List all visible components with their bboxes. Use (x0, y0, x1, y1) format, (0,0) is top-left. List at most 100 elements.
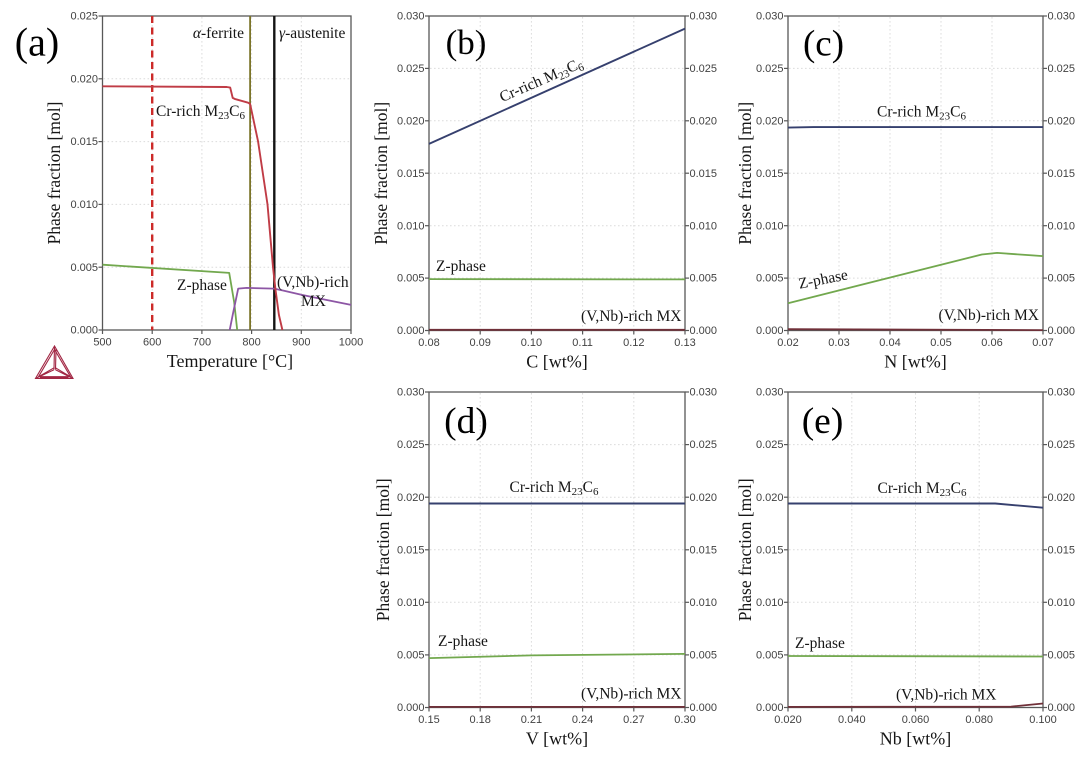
svg-text:0.13: 0.13 (674, 337, 695, 349)
svg-text:Z-phase: Z-phase (436, 258, 486, 275)
svg-text:0.030: 0.030 (1048, 387, 1076, 399)
svg-text:Cr-rich M23C6: Cr-rich M23C6 (156, 103, 245, 122)
svg-text:0.015: 0.015 (397, 168, 425, 180)
svg-text:0.015: 0.015 (690, 168, 718, 180)
svg-text:0.000: 0.000 (756, 325, 784, 337)
svg-text:0.010: 0.010 (756, 220, 784, 232)
svg-text:1000: 1000 (339, 337, 363, 349)
svg-text:0.025: 0.025 (690, 63, 718, 75)
svg-text:(V,Nb)-rich: (V,Nb)-rich (277, 274, 349, 291)
svg-text:500: 500 (93, 337, 111, 349)
svg-text:(V,Nb)-rich MX: (V,Nb)-rich MX (581, 686, 681, 703)
svg-text:(a): (a) (15, 20, 59, 65)
svg-text:Cr-rich M23C6: Cr-rich M23C6 (510, 479, 599, 498)
svg-text:0.000: 0.000 (690, 325, 718, 337)
svg-text:0.080: 0.080 (965, 714, 993, 726)
svg-text:0.030: 0.030 (1048, 11, 1076, 23)
svg-text:0.005: 0.005 (756, 273, 784, 285)
svg-text:0.020: 0.020 (397, 492, 425, 504)
svg-text:0.000: 0.000 (756, 702, 784, 714)
svg-text:0.025: 0.025 (756, 63, 784, 75)
svg-text:900: 900 (292, 337, 310, 349)
svg-text:0.030: 0.030 (397, 11, 425, 23)
svg-text:0.020: 0.020 (1048, 492, 1076, 504)
svg-text:0.010: 0.010 (1048, 597, 1076, 609)
svg-text:0.005: 0.005 (397, 650, 425, 662)
svg-text:Cr-rich M23C6: Cr-rich M23C6 (877, 104, 966, 123)
svg-text:0.015: 0.015 (756, 544, 784, 556)
svg-text:(V,Nb)-rich MX: (V,Nb)-rich MX (896, 687, 996, 704)
svg-text:γ-austenite: γ-austenite (279, 25, 345, 42)
svg-text:0.000: 0.000 (1048, 325, 1076, 337)
svg-text:V [wt%]: V [wt%] (526, 729, 588, 749)
svg-text:Phase fraction [mol]: Phase fraction [mol] (373, 478, 393, 621)
svg-text:0.025: 0.025 (70, 11, 98, 23)
svg-text:0.025: 0.025 (690, 439, 718, 451)
svg-text:0.010: 0.010 (756, 597, 784, 609)
svg-text:Z-phase: Z-phase (438, 633, 488, 650)
svg-text:0.05: 0.05 (930, 337, 951, 349)
svg-text:0.015: 0.015 (1048, 544, 1076, 556)
svg-text:0.07: 0.07 (1032, 337, 1053, 349)
svg-text:0.005: 0.005 (397, 273, 425, 285)
svg-text:0.24: 0.24 (572, 714, 593, 726)
svg-text:0.010: 0.010 (397, 220, 425, 232)
svg-text:0.27: 0.27 (623, 714, 644, 726)
svg-text:0.10: 0.10 (521, 337, 542, 349)
svg-text:0.12: 0.12 (623, 337, 644, 349)
svg-text:0.030: 0.030 (397, 387, 425, 399)
svg-text:0.005: 0.005 (1048, 273, 1076, 285)
svg-text:Z-phase: Z-phase (795, 635, 845, 652)
svg-text:0.08: 0.08 (418, 337, 439, 349)
svg-text:0.005: 0.005 (690, 650, 718, 662)
svg-text:0.015: 0.015 (690, 544, 718, 556)
svg-text:Nb [wt%]: Nb [wt%] (880, 729, 951, 749)
svg-text:(V,Nb)-rich MX: (V,Nb)-rich MX (939, 307, 1039, 324)
svg-text:(e): (e) (802, 401, 844, 442)
svg-text:(V,Nb)-rich MX: (V,Nb)-rich MX (581, 308, 681, 325)
svg-text:0.03: 0.03 (828, 337, 849, 349)
svg-text:0.025: 0.025 (397, 63, 425, 75)
svg-text:Cr-rich M23C6: Cr-rich M23C6 (878, 480, 967, 499)
svg-text:0.030: 0.030 (690, 11, 718, 23)
svg-text:0.030: 0.030 (756, 387, 784, 399)
svg-text:0.005: 0.005 (756, 650, 784, 662)
svg-text:MX: MX (301, 293, 326, 310)
svg-text:0.020: 0.020 (756, 115, 784, 127)
svg-text:0.015: 0.015 (1048, 168, 1076, 180)
svg-text:Temperature [°C]: Temperature [°C] (167, 351, 293, 371)
svg-text:0.020: 0.020 (1048, 115, 1076, 127)
svg-text:Phase fraction [mol]: Phase fraction [mol] (371, 102, 391, 245)
svg-text:0.15: 0.15 (418, 714, 439, 726)
svg-text:0.04: 0.04 (879, 337, 900, 349)
svg-text:0.025: 0.025 (397, 439, 425, 451)
svg-text:0.02: 0.02 (777, 337, 798, 349)
svg-text:0.010: 0.010 (70, 199, 98, 211)
svg-text:0.030: 0.030 (690, 387, 718, 399)
svg-text:0.020: 0.020 (70, 73, 98, 85)
svg-text:0.010: 0.010 (690, 220, 718, 232)
svg-text:0.030: 0.030 (756, 11, 784, 23)
svg-text:Phase fraction [mol]: Phase fraction [mol] (735, 102, 755, 245)
svg-text:0.09: 0.09 (469, 337, 490, 349)
svg-text:0.100: 0.100 (1029, 714, 1057, 726)
svg-text:0.020: 0.020 (690, 492, 718, 504)
svg-text:C [wt%]: C [wt%] (526, 352, 588, 372)
svg-text:Z-phase: Z-phase (177, 277, 227, 294)
svg-text:0.015: 0.015 (397, 544, 425, 556)
svg-text:N [wt%]: N [wt%] (884, 352, 946, 372)
svg-text:0.020: 0.020 (690, 115, 718, 127)
svg-text:0.21: 0.21 (521, 714, 542, 726)
svg-text:0.010: 0.010 (1048, 220, 1076, 232)
svg-text:0.015: 0.015 (756, 168, 784, 180)
svg-text:0.010: 0.010 (397, 597, 425, 609)
svg-text:0.025: 0.025 (1048, 63, 1076, 75)
svg-text:0.000: 0.000 (397, 702, 425, 714)
svg-text:0.000: 0.000 (397, 325, 425, 337)
svg-text:700: 700 (193, 337, 211, 349)
svg-text:0.000: 0.000 (70, 325, 98, 337)
svg-text:Phase fraction [mol]: Phase fraction [mol] (735, 478, 755, 621)
svg-text:0.025: 0.025 (1048, 439, 1076, 451)
svg-text:0.000: 0.000 (690, 702, 718, 714)
svg-text:0.025: 0.025 (756, 439, 784, 451)
